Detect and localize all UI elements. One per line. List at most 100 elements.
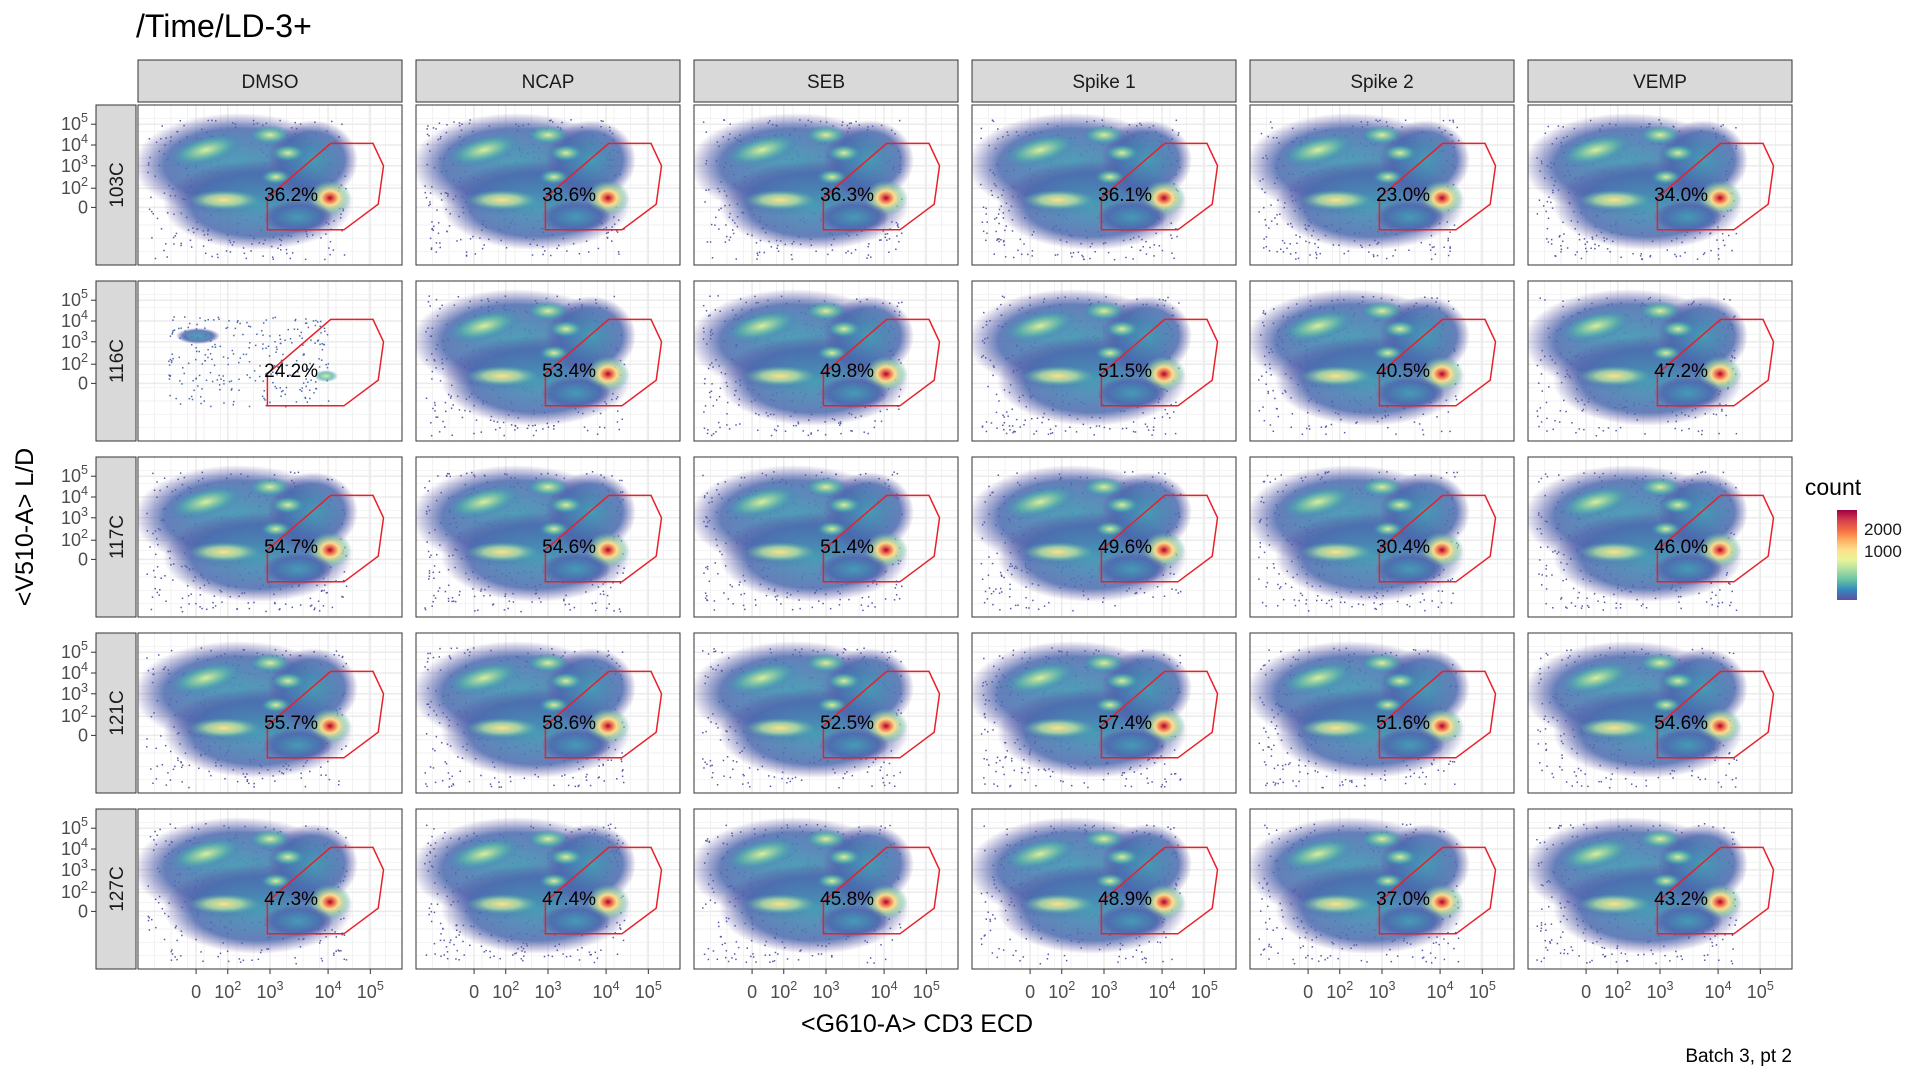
gate-percent-label: 45.8% bbox=[820, 889, 874, 910]
row-label: 127C bbox=[107, 866, 128, 911]
facet-label: SEB bbox=[807, 72, 845, 93]
density-cloud bbox=[1250, 641, 1470, 789]
gate-percent-label: 43.2% bbox=[1654, 889, 1708, 910]
panel-116C-ncap: 53.4% bbox=[415, 280, 681, 442]
x-tick-label: 103 bbox=[1646, 979, 1673, 1002]
panel-127C-spike-2: 37.0% bbox=[1249, 808, 1515, 970]
row-label: 103C bbox=[107, 162, 128, 207]
density-cloud bbox=[416, 641, 636, 788]
panel-116C-vemp: 47.2% bbox=[1527, 280, 1793, 442]
x-tick-label: 105 bbox=[1747, 979, 1774, 1002]
gate-polygon bbox=[1656, 318, 1775, 407]
panel-117C-vemp: 46.0% bbox=[1527, 456, 1793, 618]
density-cloud bbox=[416, 465, 636, 613]
x-tick-label: 105 bbox=[913, 979, 940, 1002]
row-label: 121C bbox=[107, 690, 128, 735]
y-axis-title: <V510-A> L/D bbox=[11, 448, 39, 606]
x-tick-label: 103 bbox=[534, 979, 561, 1002]
gate-percent-label: 38.6% bbox=[542, 185, 596, 206]
density-cloud bbox=[138, 113, 358, 261]
density-cloud bbox=[138, 641, 358, 789]
x-tick-label: 102 bbox=[492, 979, 519, 1002]
density-cloud bbox=[138, 465, 358, 613]
x-axis-ncap: 0 102 103 104 105 bbox=[469, 969, 662, 1002]
x-tick-label: 105 bbox=[1469, 979, 1496, 1002]
panel-103C-vemp: 34.0% bbox=[1527, 104, 1793, 266]
gate-polygon bbox=[822, 142, 941, 231]
gate-polygon bbox=[1378, 318, 1497, 407]
x-tick-label: 103 bbox=[256, 979, 283, 1002]
gate-percent-label: 46.0% bbox=[1654, 537, 1708, 558]
gate-polygon bbox=[822, 846, 941, 935]
density-cloud bbox=[1250, 113, 1470, 261]
legend-tick: 2000 bbox=[1864, 520, 1902, 539]
y-tick-label: 102 bbox=[61, 351, 88, 374]
density-cloud bbox=[694, 113, 914, 261]
panel-116C-dmso: 24.2% bbox=[137, 280, 403, 442]
y-tick-label: 105 bbox=[61, 111, 88, 134]
facet-label: DMSO bbox=[242, 72, 299, 93]
gate-polygon bbox=[544, 494, 663, 583]
x-axis-title: <G610-A> CD3 ECD bbox=[801, 1010, 1033, 1038]
panel-117C-seb: 51.4% bbox=[693, 456, 959, 618]
row-label: 117C bbox=[107, 515, 128, 559]
density-cloud bbox=[972, 289, 1192, 436]
gate-polygon bbox=[1656, 846, 1775, 935]
panel-127C-spike-1: 48.9% bbox=[971, 808, 1237, 970]
x-tick-label: 104 bbox=[871, 979, 898, 1002]
panel-121C-spike-1: 57.4% bbox=[971, 632, 1237, 794]
gate-percent-label: 47.2% bbox=[1654, 361, 1708, 382]
gate-percent-label: 36.3% bbox=[820, 185, 874, 206]
gate-percent-label: 54.6% bbox=[542, 537, 596, 558]
facet-strip-spike-2: Spike 2 bbox=[1249, 59, 1515, 103]
gate-polygon bbox=[544, 142, 663, 231]
density-cloud bbox=[1528, 113, 1748, 261]
gate-polygon bbox=[1656, 670, 1775, 759]
x-tick-label: 104 bbox=[1427, 979, 1454, 1002]
y-tick-label: 103 bbox=[61, 153, 88, 176]
facet-strip-spike-1: Spike 1 bbox=[971, 59, 1237, 103]
gate-percent-label: 55.7% bbox=[264, 713, 318, 734]
row-strip-103C: 103C bbox=[95, 104, 137, 266]
x-axis-vemp: 0 102 103 104 105 bbox=[1581, 969, 1774, 1002]
panel-116C-spike-2: 40.5% bbox=[1249, 280, 1515, 442]
x-tick-label: 103 bbox=[1090, 979, 1117, 1002]
panel-116C-spike-1: 51.5% bbox=[971, 280, 1237, 442]
density-cloud bbox=[972, 113, 1192, 261]
gate-percent-label: 36.1% bbox=[1098, 185, 1152, 206]
density-cloud bbox=[1528, 289, 1748, 437]
density-cloud bbox=[694, 465, 914, 612]
gate-percent-label: 47.3% bbox=[264, 889, 318, 910]
gate-polygon bbox=[1656, 142, 1775, 231]
gate-polygon bbox=[1378, 494, 1497, 583]
x-axis-seb: 0 102 103 104 105 bbox=[747, 969, 940, 1002]
gate-polygon bbox=[1100, 494, 1219, 583]
density-cloud bbox=[972, 817, 1192, 965]
panel-103C-spike-2: 23.0% bbox=[1249, 104, 1515, 266]
gate-polygon bbox=[544, 846, 663, 935]
y-tick-label: 105 bbox=[61, 639, 88, 662]
gate-percent-label: 54.6% bbox=[1654, 713, 1708, 734]
y-tick-label: 102 bbox=[61, 175, 88, 198]
density-cloud bbox=[416, 289, 636, 437]
gate-polygon bbox=[544, 318, 663, 407]
gate-polygon bbox=[1100, 846, 1219, 935]
panel-103C-seb: 36.3% bbox=[693, 104, 959, 266]
gate-polygon bbox=[1100, 142, 1219, 231]
legend-title: count bbox=[1805, 474, 1862, 500]
x-tick-label: 102 bbox=[1604, 979, 1631, 1002]
gate-percent-label: 47.4% bbox=[542, 889, 596, 910]
y-tick-label: 104 bbox=[61, 132, 88, 155]
gate-percent-label: 37.0% bbox=[1376, 889, 1430, 910]
y-tick-label: 0 bbox=[78, 373, 88, 393]
density-cloud bbox=[1250, 465, 1470, 612]
gate-percent-label: 30.4% bbox=[1376, 537, 1430, 558]
gate-percent-label: 58.6% bbox=[542, 713, 596, 734]
y-tick-label: 103 bbox=[61, 329, 88, 352]
x-tick-label: 0 bbox=[747, 982, 757, 1002]
panel-116C-seb: 49.8% bbox=[693, 280, 959, 442]
gate-percent-label: 51.6% bbox=[1376, 713, 1430, 734]
gate-percent-label: 40.5% bbox=[1376, 361, 1430, 382]
